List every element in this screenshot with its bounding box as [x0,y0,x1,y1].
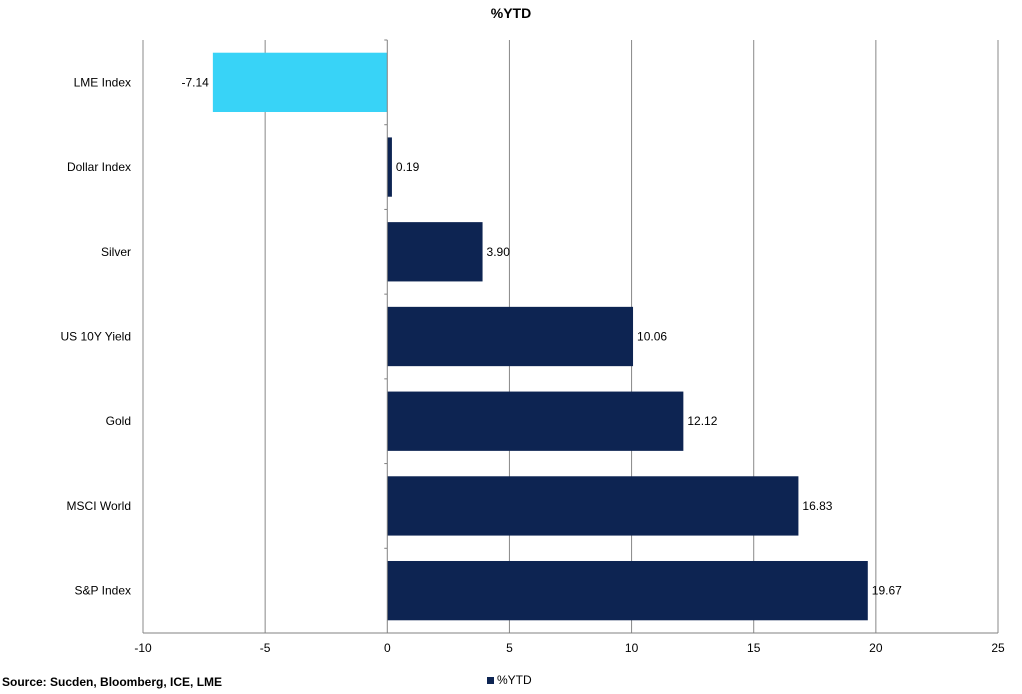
x-tick-label: 25 [991,641,1005,655]
legend-swatch [487,676,494,684]
x-tick-label: -10 [134,641,152,655]
category-label: S&P Index [75,584,131,598]
data-label: 0.19 [396,160,420,174]
data-label: 10.06 [637,330,667,344]
x-tick-label: 10 [625,641,639,655]
labels: -10 -5 0 5 10 15 20 25 LME Index -7.14 Dollar Inde… [61,75,1005,655]
bar [387,476,799,536]
axes [143,39,998,634]
category-label: Gold [106,414,131,428]
bar [387,222,483,282]
bar [387,137,392,197]
bar [212,52,388,113]
x-tick-label: -5 [260,641,271,655]
category-label: US 10Y Yield [61,330,132,344]
source-note: Source: Sucden, Bloomberg, ICE, LME [2,675,223,689]
x-tick-label: 5 [506,641,513,655]
data-label: 19.67 [872,584,902,598]
bar [387,306,634,367]
x-tick-label: 0 [384,641,391,655]
data-label: -7.14 [182,75,210,89]
category-label: MSCI World [67,499,131,513]
data-label: 3.90 [487,245,511,259]
x-tick-label: 20 [869,641,883,655]
chart-title: %YTD [490,5,532,21]
category-label: Silver [101,245,131,259]
bars [212,52,868,621]
bar [387,560,868,621]
data-label: 16.83 [802,499,832,513]
x-tick-label: 15 [747,641,761,655]
category-label: LME Index [74,75,131,89]
legend-label: %YTD [497,673,532,687]
category-label: Dollar Index [67,160,131,174]
data-label: 12.12 [687,414,717,428]
bar [387,391,684,451]
legend: %YTD [487,673,532,687]
